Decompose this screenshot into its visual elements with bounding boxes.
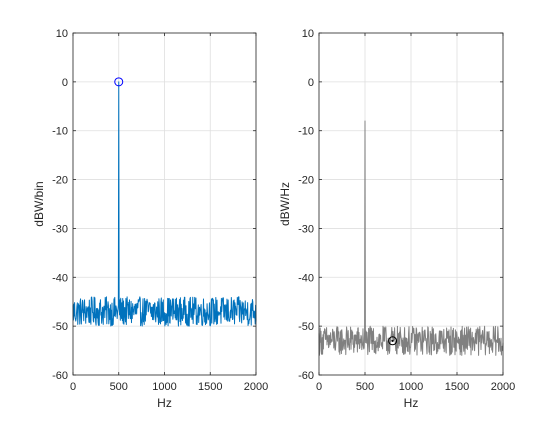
right-y-tick-label: -40 [298,272,314,284]
left-x-tick-label: 2000 [244,381,268,393]
right-spectrum-line [318,120,504,356]
right-y-tick-label: -60 [298,370,314,382]
right-x-tick-label: 2000 [491,381,515,393]
left-y-tick-label: -40 [52,272,68,284]
left-x-tick-label: 1000 [152,381,176,393]
left-circle-marker [114,77,124,87]
right-x-tick-label: 0 [316,381,322,393]
right-x-tick-label: 500 [356,381,374,393]
right-circle-marker [388,336,398,346]
left-plot-axes: 0 500 1000 1500 2000 -60 -50 -40 -30 -20 -10 0 10 Hz d… [32,28,268,410]
right-x-tick-label: 1500 [445,381,469,393]
left-y-tick-label: -20 [52,175,68,187]
left-x-tick-label: 0 [70,381,76,393]
right-y-axis-label: dBW/Hz [278,182,292,226]
right-plot-axes: 0 500 1000 1500 2000 -60 -50 -40 -30 -20 -10 0 10 Hz d… [278,28,515,410]
right-y-tick-label: 10 [302,28,314,40]
left-y-tick-label: -60 [52,370,68,382]
left-y-tick-label: -50 [52,321,68,333]
left-x-tick-label: 500 [110,381,128,393]
right-point-marker [391,339,394,342]
right-x-tick-label: 1000 [399,381,423,393]
left-y-tick-label: 0 [62,77,68,89]
right-x-axis-label: Hz [404,396,419,410]
left-y-axis-label: dBW/bin [32,181,46,226]
left-x-axis-label: Hz [157,396,172,410]
right-y-tick-label: 0 [308,77,314,89]
right-y-tick-label: -20 [298,175,314,187]
left-y-tick-label: 10 [56,28,68,40]
right-y-tick-label: -10 [298,126,314,138]
right-y-tick-label: -30 [298,223,314,235]
left-spectrum-line [72,81,257,327]
left-y-tick-label: -10 [52,126,68,138]
left-x-tick-label: 1500 [198,381,222,393]
left-y-tick-label: -30 [52,223,68,235]
right-y-tick-label: -50 [298,321,314,333]
